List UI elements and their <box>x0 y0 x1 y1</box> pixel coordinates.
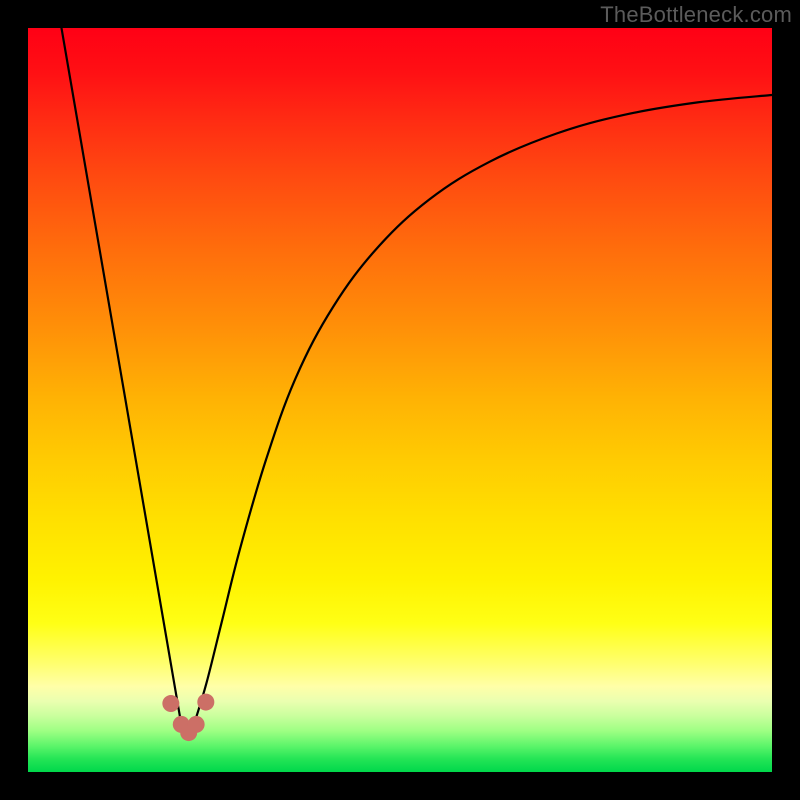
watermark-text: TheBottleneck.com <box>600 2 792 28</box>
chart-frame: TheBottleneck.com <box>0 0 800 800</box>
plot-area <box>28 28 772 772</box>
